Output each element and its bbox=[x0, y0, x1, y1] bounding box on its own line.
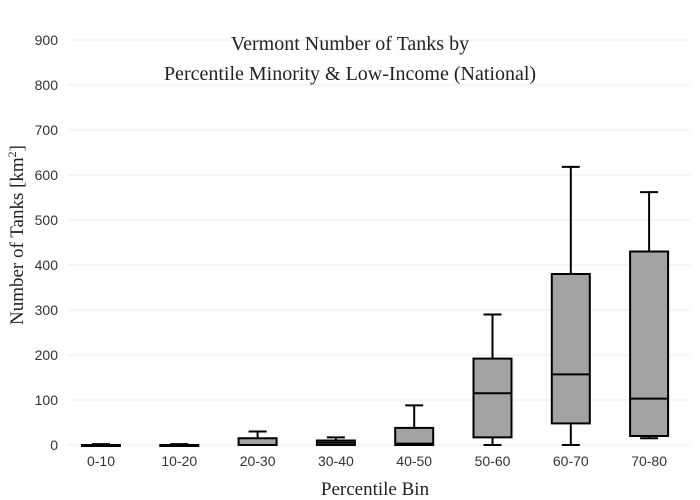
y-tick-label: 0 bbox=[50, 437, 58, 453]
x-tick-label: 0-10 bbox=[87, 453, 115, 469]
y-tick-label: 600 bbox=[35, 167, 59, 183]
box-30-40 bbox=[315, 436, 356, 446]
box-10-20 bbox=[159, 443, 200, 447]
y-tick-label: 300 bbox=[35, 302, 59, 318]
x-tick-label: 20-30 bbox=[240, 453, 276, 469]
x-tick-label: 30-40 bbox=[318, 453, 354, 469]
y-tick-label: 800 bbox=[35, 77, 59, 93]
y-tick-label: 200 bbox=[35, 347, 59, 363]
box-60-70 bbox=[550, 165, 591, 446]
gridlines bbox=[68, 39, 690, 446]
box-20-30 bbox=[237, 430, 278, 446]
iqr-box bbox=[629, 250, 670, 437]
iqr-box bbox=[550, 273, 591, 425]
y-axis-label: Number of Tanks [km2] bbox=[5, 145, 28, 325]
x-tick-label: 40-50 bbox=[396, 453, 432, 469]
y-tick-label: 400 bbox=[35, 257, 59, 273]
x-tick-labels: 0-10 10-20 20-30 30-40 40-50 50-60 60-70 70-80 bbox=[87, 453, 667, 469]
chart-title-line-1: Vermont Number of Tanks by bbox=[231, 33, 469, 55]
y-axis-label-end: ] bbox=[7, 145, 28, 151]
box-0-10 bbox=[81, 443, 121, 447]
iqr-box bbox=[472, 357, 513, 439]
box-50-60 bbox=[472, 313, 513, 446]
x-axis-label: Percentile Bin bbox=[321, 479, 430, 500]
y-axis-label-superscript: 2 bbox=[5, 151, 19, 157]
y-tick-label: 500 bbox=[35, 212, 59, 228]
x-tick-label: 50-60 bbox=[475, 453, 511, 469]
iqr-box bbox=[394, 426, 435, 446]
y-axis-label-main: Number of Tanks [km bbox=[7, 157, 28, 325]
x-tick-label: 10-20 bbox=[161, 453, 197, 469]
y-tick-label: 100 bbox=[35, 392, 59, 408]
x-tick-label: 70-80 bbox=[631, 453, 667, 469]
box-70-80 bbox=[629, 191, 670, 440]
y-tick-label: 900 bbox=[35, 32, 59, 48]
boxes bbox=[81, 165, 670, 447]
chart-title-line-2: Percentile Minority & Low-Income (Nation… bbox=[164, 63, 536, 85]
iqr-box bbox=[237, 437, 278, 446]
y-tick-labels: 0 100 200 300 400 500 600 700 800 900 bbox=[35, 32, 59, 453]
x-tick-label: 60-70 bbox=[553, 453, 589, 469]
box-40-50 bbox=[394, 404, 435, 446]
y-tick-label: 700 bbox=[35, 122, 59, 138]
